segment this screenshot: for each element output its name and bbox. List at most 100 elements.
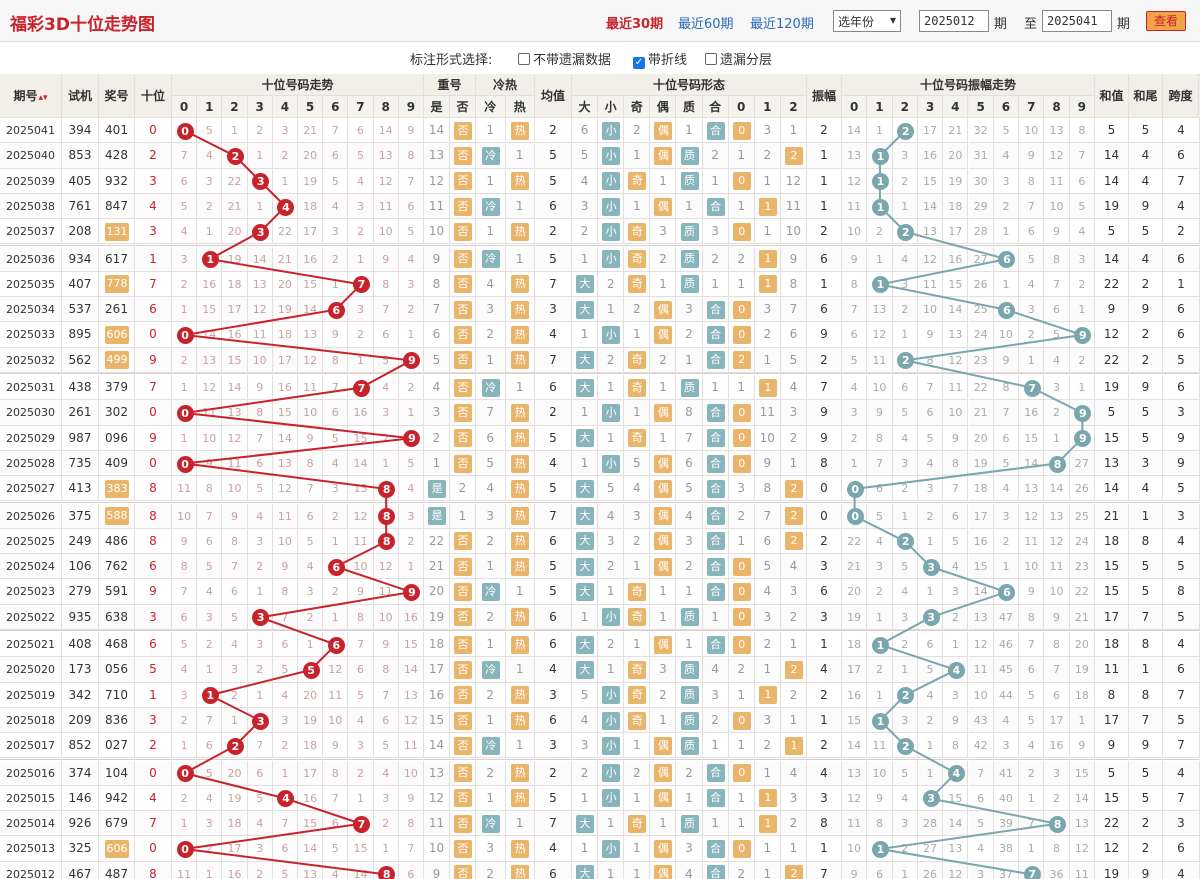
form-badge: 小 bbox=[602, 711, 621, 730]
amp-omission-cell: 3 bbox=[943, 682, 969, 708]
form-badge: 合 bbox=[706, 121, 725, 140]
test-cell: 853 bbox=[62, 143, 99, 169]
period-120-link[interactable]: 最近120期 bbox=[750, 17, 814, 32]
period-cell: 2025034 bbox=[0, 297, 62, 323]
amp-cell: 7 bbox=[807, 861, 842, 879]
omission-cell: 11 bbox=[172, 476, 198, 502]
form-badge: 奇 bbox=[628, 172, 647, 191]
amp-omission-cell: 1 bbox=[867, 246, 893, 272]
hotcold-header-sub: 冷 bbox=[476, 96, 506, 118]
amp-omission-cell: 11 bbox=[917, 271, 944, 298]
omission-cell: 10 bbox=[298, 400, 324, 426]
trend-header-sub: 9 bbox=[398, 96, 424, 118]
sum-cell: 18 bbox=[1095, 632, 1129, 658]
option-with-line[interactable]: ✓ 带折线 bbox=[633, 49, 687, 69]
amp-omission-cell: 13 bbox=[943, 836, 969, 862]
form-badge: 奇 bbox=[628, 814, 647, 833]
amp-omission-cell: 38 bbox=[993, 836, 1020, 862]
amp-cell: 8 bbox=[807, 450, 842, 477]
omission-cell: 3 bbox=[272, 118, 298, 144]
trend-header-sub: 3 bbox=[247, 96, 273, 118]
amp-omission-cell: 4 bbox=[917, 450, 944, 477]
omission-cell: 2 bbox=[197, 836, 223, 862]
form-cell: 8 bbox=[676, 400, 703, 426]
omission-cell: 14 bbox=[348, 861, 374, 879]
start-period-input[interactable]: 2025012 bbox=[919, 10, 989, 32]
avg-cell: 5 bbox=[535, 579, 572, 605]
omission-cell: 7 bbox=[398, 836, 424, 862]
amp-omission-cell: 6 bbox=[968, 785, 994, 812]
omission-cell: 12 bbox=[348, 503, 374, 529]
form-cell: 2 bbox=[754, 632, 781, 658]
amp-omission-cell: 12 bbox=[1019, 503, 1045, 529]
award-dup-badge: 778 bbox=[105, 275, 129, 294]
sum-cell: 14 bbox=[1095, 246, 1129, 272]
amp-cell: 1 bbox=[807, 836, 842, 862]
cold-badge: 冷 bbox=[481, 583, 500, 602]
option-no-omission[interactable]: 不带遗漏数据 bbox=[518, 49, 611, 68]
form-header-sub: 奇 bbox=[624, 96, 651, 118]
amp-omission-cell: 2 bbox=[892, 632, 918, 658]
amp-omission-cell: 1 bbox=[917, 760, 944, 786]
tens-cell: 3 bbox=[135, 219, 172, 245]
amp-omission-cell: 11 bbox=[1019, 528, 1045, 555]
hot-badge: 热 bbox=[511, 789, 530, 808]
test-cell: 438 bbox=[62, 375, 99, 401]
sort-icon[interactable]: ▴▾ bbox=[38, 93, 48, 103]
repeat-header-sub: 否 bbox=[450, 96, 476, 118]
repeat-badge: 否 bbox=[454, 840, 472, 859]
form-cell: 1 bbox=[676, 193, 703, 220]
mod-badge: 2 bbox=[784, 146, 803, 165]
repeat-badge: 否 bbox=[454, 403, 472, 422]
view-button[interactable]: 查看 bbox=[1146, 11, 1186, 31]
tens-cell: 7 bbox=[135, 271, 172, 298]
form-cell: 4 bbox=[780, 554, 807, 580]
award-cell: 261 bbox=[99, 297, 135, 323]
amp-ball: 4 bbox=[947, 765, 965, 783]
form-cell: 7 bbox=[676, 425, 703, 451]
form-badge: 偶 bbox=[654, 635, 673, 654]
checkbox-checked-icon[interactable]: ✓ bbox=[633, 57, 645, 69]
form-cell: 3 bbox=[624, 503, 651, 529]
award-cell: 409 bbox=[99, 450, 135, 477]
amp-omission-cell: 9 bbox=[1069, 733, 1095, 759]
repeat-cell: 11 bbox=[424, 193, 450, 220]
form-cell: 1 bbox=[702, 271, 729, 298]
form-cell: 2 bbox=[728, 657, 755, 683]
omission-cell: 14 bbox=[298, 297, 324, 323]
end-period-input[interactable]: 2025041 bbox=[1042, 10, 1112, 32]
form-cell: 3 bbox=[702, 219, 729, 245]
avg-cell: 5 bbox=[535, 246, 572, 272]
checkbox-icon[interactable] bbox=[518, 53, 530, 65]
checkbox-icon[interactable] bbox=[705, 53, 717, 65]
omission-cell: 2 bbox=[323, 503, 349, 529]
form-badge: 质 bbox=[680, 275, 699, 294]
period-60-link[interactable]: 最近60期 bbox=[678, 17, 734, 32]
tens-cell: 1 bbox=[135, 682, 172, 708]
omission-cell: 8 bbox=[272, 579, 298, 605]
amp-trend-header-sub: 0 bbox=[842, 96, 868, 118]
amp-omission-cell: 12 bbox=[1044, 528, 1070, 555]
amp-omission-cell: 4 bbox=[1019, 733, 1045, 759]
omission-cell: 17 bbox=[222, 297, 248, 323]
omission-cell: 1 bbox=[348, 347, 374, 373]
omission-cell: 8 bbox=[323, 347, 349, 373]
amp-omission-cell: 1 bbox=[1069, 297, 1095, 323]
omission-cell: 3 bbox=[247, 528, 273, 555]
year-select[interactable]: 选年份 bbox=[833, 10, 901, 32]
option-layered[interactable]: 遗漏分层 bbox=[705, 49, 772, 68]
form-badge: 合 bbox=[706, 557, 725, 576]
period-30-link[interactable]: 最近30期 bbox=[606, 17, 664, 32]
repeat-badge: 否 bbox=[454, 454, 472, 473]
amp-omission-cell: 23 bbox=[1069, 554, 1095, 580]
hotcold-cell: 7 bbox=[476, 400, 506, 426]
trend-ball: 2 bbox=[227, 737, 244, 755]
omission-cell: 1 bbox=[247, 579, 273, 605]
omission-cell: 9 bbox=[373, 632, 399, 658]
form-cell: 1 bbox=[624, 400, 651, 426]
form-cell: 1 bbox=[650, 425, 677, 451]
repeat-cell: 20 bbox=[424, 579, 450, 605]
form-cell: 4 bbox=[754, 579, 781, 605]
amp-omission-cell: 13 bbox=[1019, 476, 1045, 502]
amp-cell: 7 bbox=[807, 375, 842, 401]
